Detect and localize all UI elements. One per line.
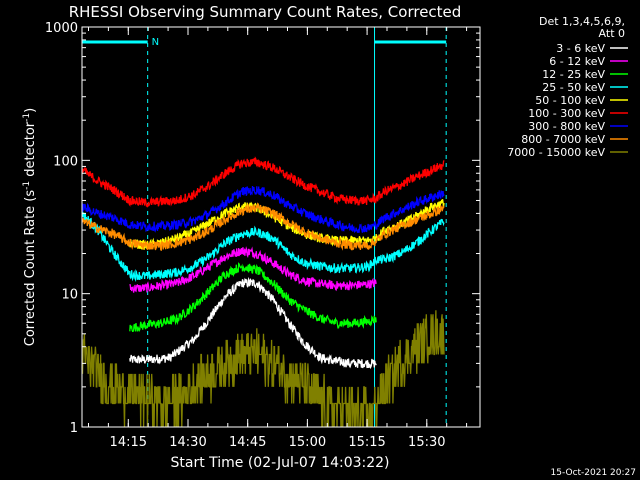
legend-entry-label: 7000 - 15000 keV xyxy=(507,146,605,159)
legend-entry-label: 300 - 800 keV xyxy=(528,120,605,133)
axes: 14:15 14:30 14:45 15:00 15:15 15:30 1 10 100 1000 xyxy=(45,21,480,450)
x-axis-label: Start Time (02-Jul-07 14:03:22) xyxy=(170,455,389,471)
y-tick-label: 1000 xyxy=(45,21,78,36)
series-line-3 xyxy=(82,209,445,283)
y-axis-label-end: ) xyxy=(23,108,38,113)
x-tick-label: 15:30 xyxy=(408,435,445,450)
series-line-6 xyxy=(82,186,445,234)
legend-header-line: Att 0 xyxy=(599,27,625,40)
y-tick-label: 100 xyxy=(53,154,78,169)
series-line-0 xyxy=(129,276,377,370)
legend-entry-label: 50 - 100 keV xyxy=(535,94,605,107)
y-axis-label-main: Corrected Count Rate (s xyxy=(23,190,38,347)
legend-entry-label: 800 - 7000 keV xyxy=(521,133,605,146)
footer-timestamp: 15-Oct-2021 20:27 xyxy=(551,468,636,478)
x-tick-label: 14:15 xyxy=(110,435,147,450)
series-line-1 xyxy=(129,246,377,293)
legend-entry-label: 25 - 50 keV xyxy=(542,81,605,94)
series-line-7 xyxy=(82,202,445,252)
legend-entry-label: 6 - 12 keV xyxy=(549,55,605,68)
y-axis-label: Corrected Count Rate (s-1 detector-1) xyxy=(22,108,38,346)
legend-entry-label: 100 - 300 keV xyxy=(528,107,605,120)
night-marker-label: N xyxy=(152,37,159,48)
x-tick-label: 14:45 xyxy=(229,435,266,450)
legend-header-line: Det 1,3,4,5,6,9, xyxy=(539,15,625,28)
y-axis-label-sup2: -1 xyxy=(22,113,32,122)
series-lines xyxy=(82,156,445,427)
series-line-2 xyxy=(129,262,377,333)
legend-entry-label: 3 - 6 keV xyxy=(556,42,605,55)
y-tick-label: 1 xyxy=(70,421,78,436)
y-tick-label: 10 xyxy=(61,288,78,303)
x-tick-label: 14:30 xyxy=(169,435,206,450)
series-line-8 xyxy=(82,310,445,427)
chart-title: RHESSI Observing Summary Count Rates, Co… xyxy=(69,3,462,21)
x-tick-label: 15:00 xyxy=(289,435,326,450)
y-axis-label-mid: detector xyxy=(23,121,38,181)
legend-entry-label: 12 - 25 keV xyxy=(542,68,605,81)
x-tick-label: 15:15 xyxy=(348,435,385,450)
series-line-5 xyxy=(82,156,445,208)
y-axis-label-sup1: -1 xyxy=(22,181,32,190)
plot-frame xyxy=(81,26,481,428)
